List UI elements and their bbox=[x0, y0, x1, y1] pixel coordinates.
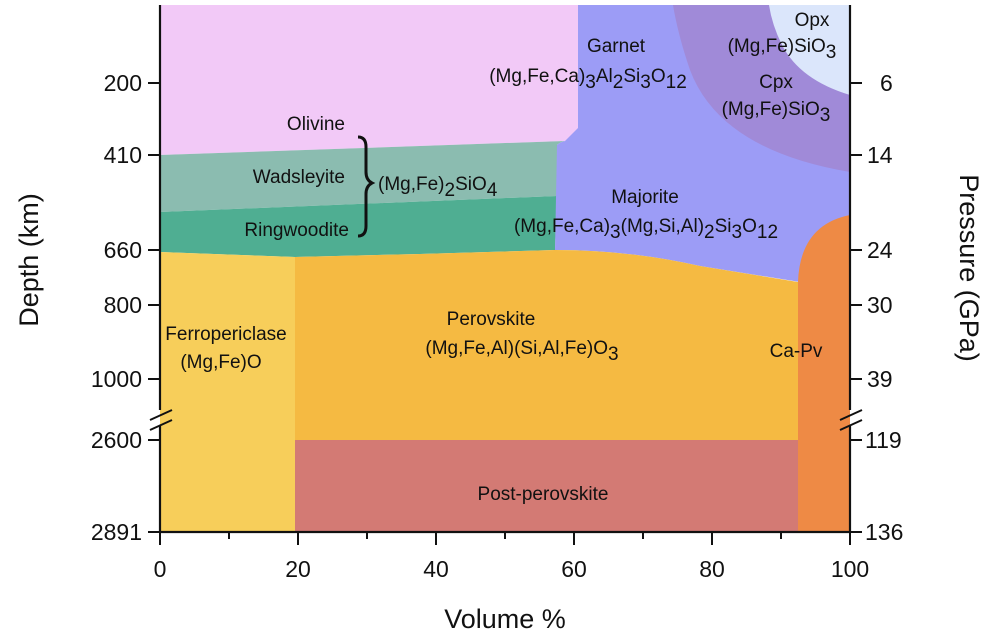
depth-tick-label: 410 bbox=[104, 142, 142, 168]
axis-break-right-1 bbox=[839, 409, 863, 421]
depth-tick-label: 2891 bbox=[91, 519, 142, 545]
phase-regions bbox=[160, 5, 850, 532]
region-ferropericlase bbox=[160, 252, 295, 532]
depth-tick-label: 2600 bbox=[91, 427, 142, 453]
depth-tick-labels: 200 410 660 800 1000 2600 2891 bbox=[91, 70, 142, 545]
region-ca-pv bbox=[798, 215, 850, 532]
depth-tick-label: 800 bbox=[104, 292, 142, 318]
ferropericlase-formula: (Mg,Fe)O bbox=[180, 352, 261, 373]
volume-tick-label: 0 bbox=[154, 556, 167, 582]
volume-tick-label: 20 bbox=[285, 556, 311, 582]
majorite-formula: (Mg,Fe,Ca)3(Mg,Si,Al)2Si3O12 bbox=[514, 216, 778, 243]
right-axis-title: Pressure (GPa) bbox=[954, 174, 984, 362]
volume-tick-label: 100 bbox=[831, 556, 869, 582]
volume-tick-label: 80 bbox=[699, 556, 725, 582]
pressure-tick-label: 136 bbox=[865, 519, 903, 545]
perovskite-label: Perovskite bbox=[447, 309, 536, 330]
region-labels: Olivine Wadsleyite Ringwoodite (Mg,Fe)2S… bbox=[165, 10, 836, 505]
pressure-tick-label: 30 bbox=[867, 292, 893, 318]
pressure-tick-label: 14 bbox=[867, 142, 893, 168]
region-post-perovskite bbox=[295, 440, 798, 532]
axis-break-right-2 bbox=[839, 419, 863, 431]
region-opx bbox=[769, 5, 850, 95]
left-axis-title: Depth (km) bbox=[14, 193, 44, 327]
region-olivine bbox=[160, 5, 578, 155]
olivine-label: Olivine bbox=[287, 114, 345, 135]
opx-formula: (Mg,Fe)SiO3 bbox=[728, 36, 837, 63]
ferropericlase-label: Ferropericlase bbox=[165, 324, 286, 345]
volume-tick-labels: 0 20 40 60 80 100 bbox=[154, 556, 870, 582]
garnet-formula: (Mg,Fe,Ca)3Al2Si3O12 bbox=[489, 66, 687, 93]
axis-break-left-1 bbox=[149, 409, 173, 421]
volume-tick-label: 60 bbox=[561, 556, 587, 582]
region-perovskite bbox=[295, 250, 798, 440]
majorite-label: Majorite bbox=[611, 187, 679, 208]
axis-break-marks bbox=[149, 409, 863, 431]
pressure-tick-label: 24 bbox=[867, 237, 893, 263]
pressure-tick-label: 119 bbox=[865, 427, 902, 453]
depth-tick-label: 660 bbox=[104, 237, 142, 263]
pressure-tick-label: 6 bbox=[880, 70, 893, 96]
opx-label: Opx bbox=[795, 10, 830, 31]
depth-tick-label: 1000 bbox=[91, 366, 142, 392]
garnet-label: Garnet bbox=[587, 36, 646, 57]
perovskite-formula: (Mg,Fe,Al)(Si,Al,Fe)O3 bbox=[425, 338, 618, 365]
cpx-label: Cpx bbox=[759, 72, 793, 93]
region-wadsleyite bbox=[160, 141, 565, 212]
region-ringwoodite bbox=[160, 196, 557, 257]
pressure-tick-label: 39 bbox=[867, 366, 893, 392]
tick-marks bbox=[148, 82, 862, 545]
axis-break-left-2 bbox=[149, 419, 173, 431]
ringwoodite-label: Ringwoodite bbox=[244, 220, 349, 241]
x-axis-title: Volume % bbox=[444, 604, 566, 634]
pressure-tick-labels: 6 14 24 30 39 119 136 bbox=[865, 70, 903, 545]
depth-tick-label: 200 bbox=[104, 70, 142, 96]
wadsleyite-label: Wadsleyite bbox=[253, 167, 345, 188]
olivine-group-brace bbox=[357, 135, 376, 238]
olivine-group-formula: (Mg,Fe)2SiO4 bbox=[378, 174, 498, 201]
ca-pv-label: Ca-Pv bbox=[770, 341, 823, 362]
volume-tick-label: 40 bbox=[423, 556, 449, 582]
cpx-formula: (Mg,Fe)SiO3 bbox=[722, 99, 831, 126]
post-perovskite-label: Post-perovskite bbox=[478, 484, 609, 505]
